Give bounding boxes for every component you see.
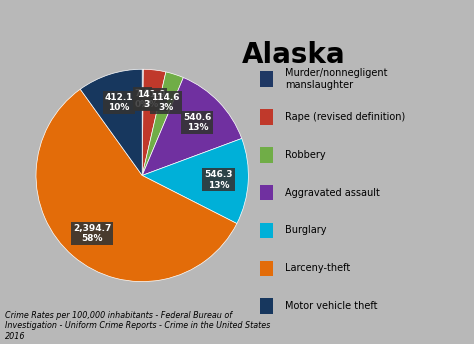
Wedge shape xyxy=(36,89,237,282)
Text: 7.0
0%: 7.0 0% xyxy=(135,89,151,109)
Text: Alaska: Alaska xyxy=(242,41,346,69)
Text: 2,394.7
58%: 2,394.7 58% xyxy=(73,224,111,243)
Text: Murder/nonnegligent
manslaughter: Murder/nonnegligent manslaughter xyxy=(284,68,387,90)
FancyBboxPatch shape xyxy=(260,223,273,238)
Text: Crime Rates per 100,000 inhabitants - Federal Bureau of
Investigation - Uniform : Crime Rates per 100,000 inhabitants - Fe… xyxy=(5,311,270,341)
Wedge shape xyxy=(142,69,143,175)
Text: 141.9
3%: 141.9 3% xyxy=(137,90,165,109)
Text: 540.6
13%: 540.6 13% xyxy=(183,113,211,132)
Text: Burglary: Burglary xyxy=(284,225,326,236)
FancyBboxPatch shape xyxy=(260,298,273,314)
Wedge shape xyxy=(142,69,166,175)
Text: 412.1
10%: 412.1 10% xyxy=(105,93,133,112)
Text: Robbery: Robbery xyxy=(284,150,325,160)
FancyBboxPatch shape xyxy=(260,109,273,125)
Wedge shape xyxy=(80,69,142,175)
FancyBboxPatch shape xyxy=(260,261,273,276)
FancyBboxPatch shape xyxy=(260,147,273,163)
Text: 114.6
3%: 114.6 3% xyxy=(151,93,180,112)
FancyBboxPatch shape xyxy=(260,185,273,200)
Text: Aggravated assault: Aggravated assault xyxy=(284,187,380,198)
Text: Motor vehicle theft: Motor vehicle theft xyxy=(284,301,377,311)
Text: Larceny-theft: Larceny-theft xyxy=(284,263,350,273)
Wedge shape xyxy=(142,78,242,175)
FancyBboxPatch shape xyxy=(260,72,273,87)
Wedge shape xyxy=(142,72,183,175)
Text: 546.3
13%: 546.3 13% xyxy=(204,170,233,190)
Text: Rape (revised definition): Rape (revised definition) xyxy=(284,112,405,122)
Wedge shape xyxy=(142,139,248,224)
